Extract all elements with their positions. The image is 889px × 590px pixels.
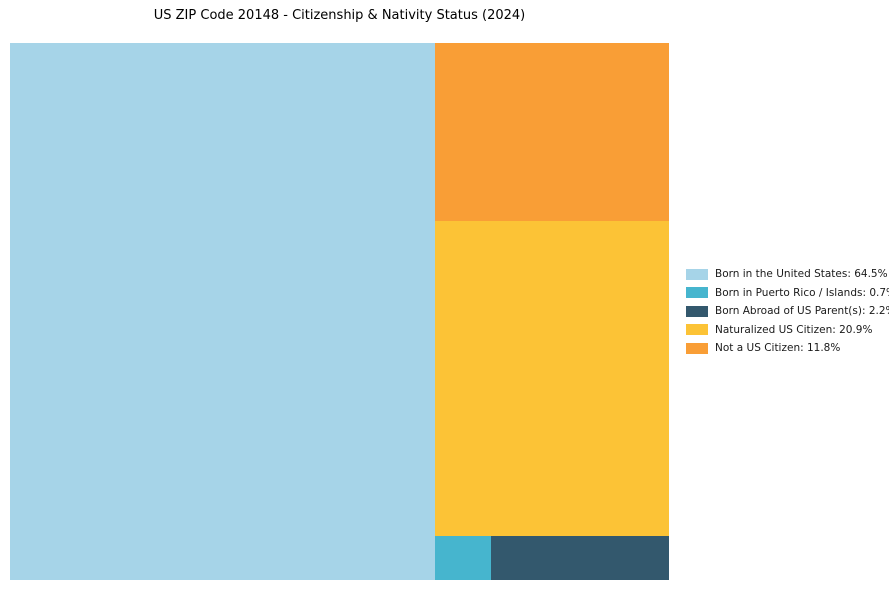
legend-item-born-abroad: Born Abroad of US Parent(s): 2.2% bbox=[686, 302, 889, 321]
legend-swatch-icon bbox=[686, 268, 708, 280]
chart-legend: Born in the United States: 64.5% Born in… bbox=[686, 265, 889, 358]
legend-label: Naturalized US Citizen: 20.9% bbox=[715, 323, 873, 336]
treemap-rect-naturalized-citizen bbox=[434, 220, 669, 537]
legend-swatch-icon bbox=[686, 305, 708, 317]
legend-label: Born in the United States: 64.5% bbox=[715, 268, 888, 281]
legend-label: Born Abroad of US Parent(s): 2.2% bbox=[715, 305, 889, 318]
legend-swatch-icon bbox=[686, 324, 708, 336]
legend-item-born-puerto-rico: Born in Puerto Rico / Islands: 0.7% bbox=[686, 284, 889, 303]
chart-title: US ZIP Code 20148 - Citizenship & Nativi… bbox=[153, 8, 526, 23]
treemap-rect-born-puerto-rico bbox=[434, 536, 492, 580]
treemap-rect-born-in-us bbox=[10, 43, 435, 580]
legend-swatch-icon bbox=[686, 287, 708, 299]
treemap-rect-not-a-us-citizen bbox=[434, 43, 669, 221]
legend-item-naturalized-citizen: Naturalized US Citizen: 20.9% bbox=[686, 321, 889, 340]
legend-item-born-in-us: Born in the United States: 64.5% bbox=[686, 265, 889, 284]
treemap-chart bbox=[10, 43, 669, 580]
legend-label: Born in Puerto Rico / Islands: 0.7% bbox=[715, 286, 889, 299]
legend-item-not-a-us-citizen: Not a US Citizen: 11.8% bbox=[686, 339, 889, 358]
legend-label: Not a US Citizen: 11.8% bbox=[715, 342, 841, 355]
treemap-rect-born-abroad bbox=[491, 536, 669, 580]
legend-swatch-icon bbox=[686, 342, 708, 354]
